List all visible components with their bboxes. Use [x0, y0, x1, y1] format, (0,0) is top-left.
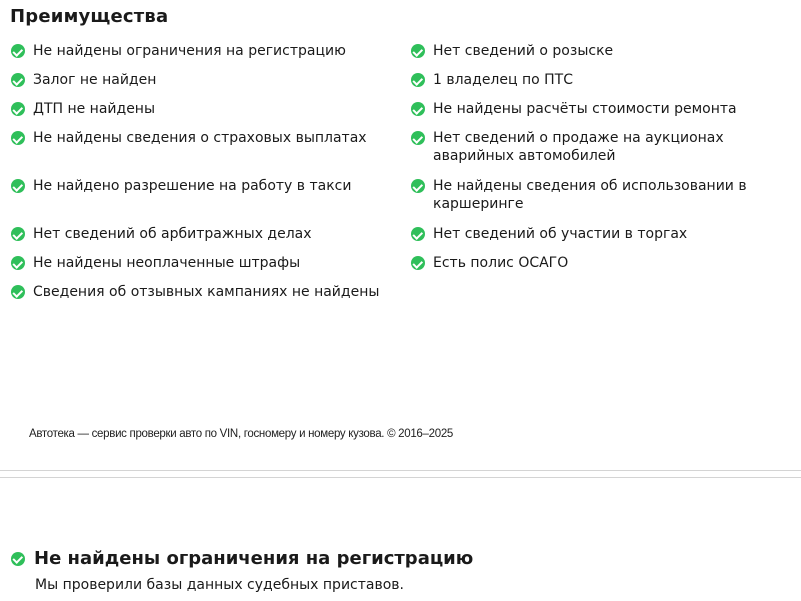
advantage-item: Нет сведений об участии в торгах [411, 225, 791, 243]
check-circle-icon [411, 102, 425, 116]
check-circle-icon [411, 256, 425, 270]
advantage-item: ДТП не найдены [11, 100, 391, 118]
detail-description: Мы проверили базы данных судебных приста… [35, 577, 404, 593]
advantage-item: Не найдено разрешение на работу в такси [11, 177, 391, 195]
advantage-item: Залог не найден [11, 71, 391, 89]
detail-title: Не найдены ограничения на регистрацию [34, 548, 474, 569]
check-circle-icon [11, 179, 25, 193]
check-circle-icon [411, 73, 425, 87]
check-circle-icon [11, 256, 25, 270]
check-circle-icon [11, 131, 25, 145]
advantage-item: Сведения об отзывных кампаниях не найден… [11, 283, 391, 301]
check-circle-icon [411, 227, 425, 241]
advantage-item: Не найдены неоплаченные штрафы [11, 254, 391, 272]
advantage-item: Нет сведений о продаже на аукционах авар… [411, 129, 791, 165]
advantage-item: Нет сведений об арбитражных делах [11, 225, 391, 243]
advantage-label: ДТП не найдены [33, 101, 156, 117]
advantage-label: Нет сведений об участии в торгах [433, 226, 688, 242]
check-circle-icon [11, 285, 25, 299]
advantage-label: 1 владелец по ПТС [433, 72, 573, 88]
advantage-label: Нет сведений о розыске [433, 43, 614, 59]
advantage-item: Нет сведений о розыске [411, 42, 791, 60]
check-circle-icon [11, 227, 25, 241]
advantage-item: Не найдены сведения о страховых выплатах [11, 129, 391, 147]
advantage-label: Не найдены неоплаченные штрафы [33, 255, 301, 271]
divider [0, 477, 801, 478]
advantage-item: Не найдены расчёты стоимости ремонта [411, 100, 791, 118]
advantage-label: Не найдено разрешение на работу в такси [33, 178, 352, 194]
advantage-item: Есть полис ОСАГО [411, 254, 791, 272]
advantage-label: Не найдены ограничения на регистрацию [33, 43, 346, 59]
advantage-label: Нет сведений о продаже на аукционах авар… [433, 130, 724, 164]
footer-text: Автотека — сервис проверки авто по VIN, … [29, 428, 454, 440]
divider [0, 470, 801, 471]
advantage-item: 1 владелец по ПТС [411, 71, 791, 89]
advantage-item: Не найдены сведения об использовании в к… [411, 177, 791, 213]
check-circle-icon [411, 44, 425, 58]
advantage-item: Не найдены ограничения на регистрацию [11, 42, 391, 60]
advantage-label: Не найдены сведения о страховых выплатах [33, 130, 367, 146]
check-circle-icon [11, 551, 25, 566]
check-circle-icon [411, 131, 425, 145]
check-circle-icon [411, 179, 425, 193]
advantage-label: Не найдены расчёты стоимости ремонта [433, 101, 737, 117]
advantage-label: Нет сведений об арбитражных делах [33, 226, 312, 242]
check-circle-icon [11, 102, 25, 116]
check-circle-icon [11, 44, 25, 58]
section-title: Преимущества [10, 6, 169, 27]
check-circle-icon [11, 73, 25, 87]
advantage-label: Не найдены сведения об использовании в к… [433, 178, 747, 212]
detail-heading: Не найдены ограничения на регистрацию [11, 548, 473, 569]
advantage-label: Сведения об отзывных кампаниях не найден… [33, 284, 380, 300]
advantage-label: Есть полис ОСАГО [433, 255, 569, 271]
advantage-label: Залог не найден [33, 72, 157, 88]
